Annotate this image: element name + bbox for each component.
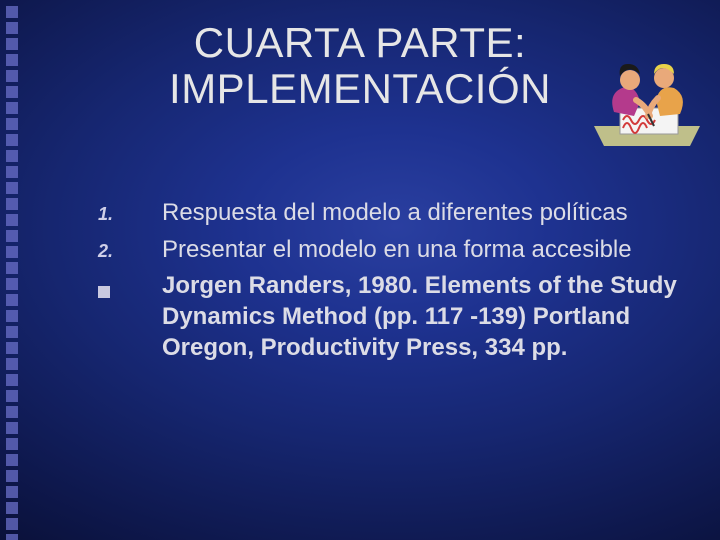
list-text-2: Presentar el modelo en una forma accesib… [162,235,692,266]
title-line-1: CUARTA PARTE: [194,19,526,66]
deco-square [6,198,18,210]
deco-square [6,294,18,306]
deco-square [6,406,18,418]
deco-square [6,358,18,370]
deco-square [6,310,18,322]
deco-square [6,6,18,18]
deco-square [6,182,18,194]
list-marker-bullet [98,271,162,305]
deco-square [6,518,18,530]
deco-square [6,150,18,162]
list-item: 1. Respuesta del modelo a diferentes pol… [98,198,692,229]
deco-square [6,230,18,242]
deco-square [6,326,18,338]
deco-square [6,166,18,178]
list-item: 2. Presentar el modelo en una forma acce… [98,235,692,266]
deco-square [6,438,18,450]
square-bullet-icon [98,286,110,298]
people-over-chart-icon [592,56,702,148]
deco-square [6,422,18,434]
deco-square [6,486,18,498]
deco-square [6,134,18,146]
deco-square [6,118,18,130]
deco-square [6,342,18,354]
slide-body: 1. Respuesta del modelo a diferentes pol… [98,198,692,370]
deco-square [6,214,18,226]
list-marker-2: 2. [98,235,162,264]
deco-square [6,454,18,466]
list-marker-1: 1. [98,198,162,227]
deco-square [6,534,18,540]
list-item: Jorgen Randers, 1980. Elements of the St… [98,271,692,363]
deco-square [6,262,18,274]
list-text-3: Jorgen Randers, 1980. Elements of the St… [162,271,692,363]
deco-square [6,246,18,258]
deco-square [6,502,18,514]
deco-square [6,278,18,290]
title-line-2: IMPLEMENTACIÓN [169,65,551,112]
deco-square [6,390,18,402]
deco-square [6,374,18,386]
list-text-1: Respuesta del modelo a diferentes políti… [162,198,692,229]
deco-square [6,470,18,482]
